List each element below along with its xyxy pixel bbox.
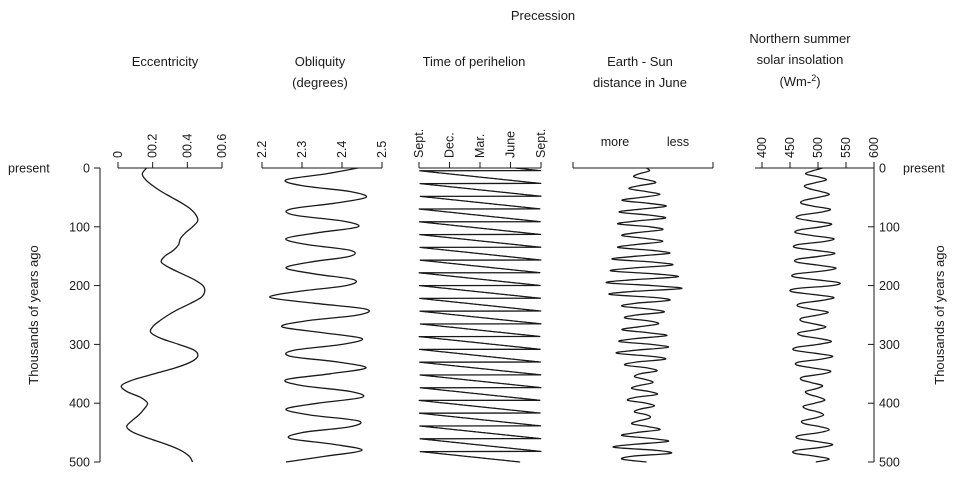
right-present-label: present <box>903 162 945 176</box>
panel-title-line: Earth - Sun <box>607 54 673 69</box>
insolation-series-line <box>789 167 841 463</box>
left-y-tick-label: 100 <box>69 220 90 234</box>
perihelion-series-line <box>418 167 542 463</box>
right-y-tick-label: 300 <box>879 338 900 352</box>
x-tick-label: Dec. <box>443 132 457 158</box>
panel-title-line: (degrees) <box>292 75 348 90</box>
right-y-tick-label: 400 <box>879 397 900 411</box>
x-tick-label: 2.2 <box>255 141 269 158</box>
obliquity-series-line <box>269 167 370 463</box>
right-y-axis: 0 100 200 300 400 500 present Thousands of year… <box>868 162 947 470</box>
left-present-label: present <box>8 162 50 176</box>
x-tick-label: 450 <box>783 137 797 158</box>
right-y-tick-label: 500 <box>879 456 900 470</box>
x-tick-label: more <box>601 135 630 149</box>
x-tick-label: 00.6 <box>215 134 229 158</box>
earth-sun-distance-series-line <box>605 167 683 463</box>
x-tick-label: Sept. <box>534 129 548 158</box>
panel-title-line: Time of perihelion <box>423 54 526 69</box>
x-tick-label: 2.4 <box>335 141 349 158</box>
panel-title-line: solar insolation <box>757 52 844 67</box>
earth-sun-distance-panel: Earth - Sun distance in June more less <box>572 54 714 463</box>
left-y-tick-label: 300 <box>69 338 90 352</box>
right-y-axis-label: Thousands of years ago <box>932 245 947 384</box>
left-y-axis-label: Thousands of years ago <box>26 245 41 384</box>
panel-units: (Wm-2) <box>779 73 820 89</box>
right-y-tick-label: 200 <box>879 279 900 293</box>
x-tick-label: 2.5 <box>375 141 389 158</box>
x-tick-label: June <box>504 131 518 158</box>
x-tick-label: Sept. <box>412 129 426 158</box>
left-y-tick-label: 400 <box>69 397 90 411</box>
left-y-tick-label: 500 <box>69 456 90 470</box>
x-tick-label: 400 <box>755 137 769 158</box>
panel-title-line: Northern summer <box>749 31 851 46</box>
left-y-tick-label: 0 <box>83 162 90 176</box>
x-tick-label: 600 <box>867 137 881 158</box>
x-tick-label: 500 <box>811 137 825 158</box>
x-tick-label: 0 <box>111 151 125 158</box>
obliquity-panel: Obliquity (degrees) 2.2 2.3 2.4 2.5 <box>255 54 389 463</box>
x-tick-label: 00.2 <box>146 134 160 158</box>
panel-title-line: distance in June <box>593 75 687 90</box>
eccentricity-panel: Eccentricity 0 00.2 00.4 00.6 <box>111 54 229 463</box>
right-y-tick-label: 0 <box>879 162 886 176</box>
right-y-tick-label: 100 <box>879 220 900 234</box>
x-tick-label: 2.3 <box>295 141 309 158</box>
x-tick-label: Mar. <box>473 134 487 158</box>
left-y-axis: 0 100 200 300 400 500 present Thousands of year… <box>8 162 101 470</box>
x-tick-label: 550 <box>839 137 853 158</box>
eccentricity-series-line <box>120 167 206 463</box>
panel-title-line: Obliquity <box>295 54 346 69</box>
precession-group-title: Precession <box>511 8 575 23</box>
left-y-tick-label: 200 <box>69 279 90 293</box>
panel-title-line: Eccentricity <box>132 54 199 69</box>
perihelion-panel: Time of perihelion Sept. Dec. Mar. June Sept. <box>412 54 548 463</box>
insolation-panel: Northern summer solar insolation (Wm-2) 400… <box>749 31 881 463</box>
x-tick-label: less <box>667 135 689 149</box>
x-tick-label: 00.4 <box>180 134 194 158</box>
